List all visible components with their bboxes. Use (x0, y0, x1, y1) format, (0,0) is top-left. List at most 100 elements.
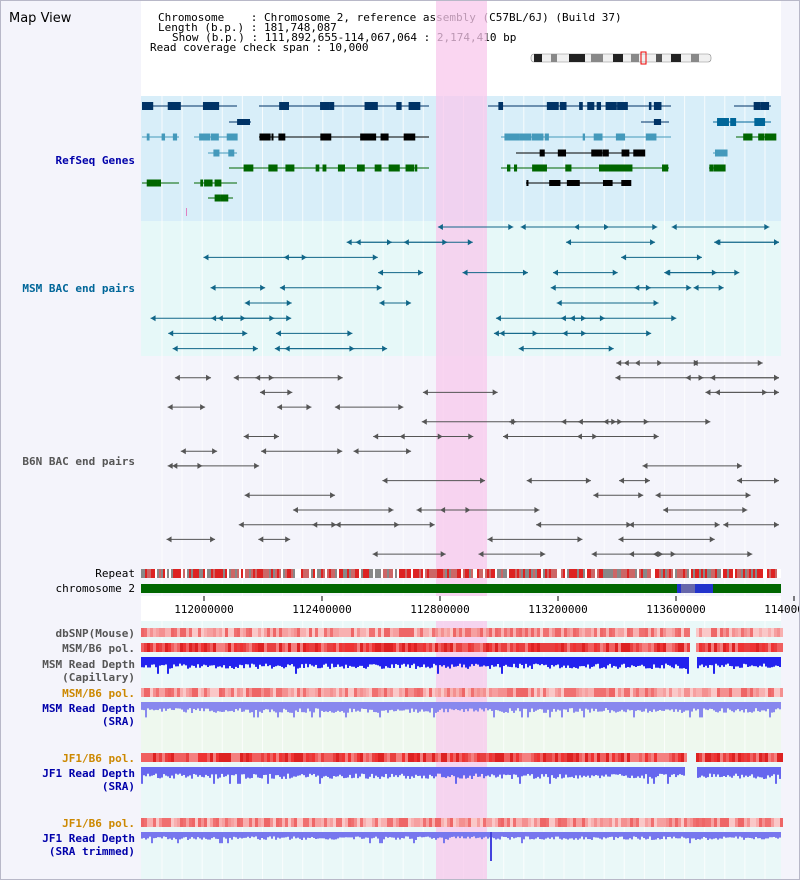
jf1-b6-pol-mark (582, 753, 585, 762)
jf1-depth-trim-bar (303, 832, 305, 838)
msm-b6-pol-sra-mark (774, 688, 777, 697)
msm-depth-cap-bar (167, 657, 169, 674)
jf1-b6-pol-mark (741, 753, 744, 762)
jf1-depth-trim-bar (533, 832, 535, 840)
jf1-depth-sra-bar (375, 767, 377, 776)
msm-depth-cap-bar (553, 657, 555, 667)
jf1-depth-sra-bar (627, 767, 629, 778)
repeat-mark (761, 569, 763, 578)
dbsnp-mark (291, 628, 294, 637)
jf1-b6-pol-mark (159, 753, 162, 762)
msm-depth-cap-bar (607, 657, 609, 666)
b6n-bac-pair-end (705, 389, 711, 396)
msm-depth-sra-bar (611, 702, 613, 711)
msm-b6-pol-mark (762, 643, 765, 652)
jf1-depth-sra-bar (305, 767, 307, 778)
msm-b6-pol-sra-mark (303, 688, 306, 697)
repeat-mark (149, 569, 151, 578)
msm-depth-sra-bar (355, 702, 357, 712)
repeat-mark (243, 569, 245, 578)
dbsnp-mark (276, 628, 279, 637)
jf1-depth-trim-bar (571, 832, 573, 839)
msm-depth-sra-bar (485, 702, 487, 709)
msm-b6-pol-sra-mark (171, 688, 174, 697)
msm-depth-cap-bar (501, 657, 503, 674)
jf1-depth-sra-bar (423, 767, 425, 776)
jf1-depth-trim-bar (703, 832, 705, 837)
msm-depth-cap-bar (435, 657, 437, 666)
jf1-depth-sra-bar (361, 767, 363, 774)
jf1-b6-pol-mark (399, 753, 402, 762)
jf1-b6-pol-mark (615, 753, 618, 762)
jf1-depth-trim-bar (433, 832, 435, 838)
jf1-depth-sra-bar (225, 767, 227, 777)
msm-depth-sra-bar (205, 702, 207, 709)
dbsnp-mark (642, 628, 645, 637)
msm-b6-pol-mark (441, 643, 444, 652)
repeat-mark (693, 569, 695, 578)
msm-depth-cap-bar (683, 657, 685, 669)
jf1-b6-pol-trim-mark (684, 818, 687, 827)
jf1-depth-trim-bar (513, 832, 515, 839)
jf1-depth-trim-bar (341, 832, 343, 838)
msm-depth-cap-bar (293, 657, 295, 667)
msm-depth-cap-bar (649, 657, 651, 669)
jf1-b6-pol-mark (291, 753, 294, 762)
repeat-mark (623, 569, 625, 578)
dbsnp-mark (423, 628, 426, 637)
jf1-b6-pol-mark (303, 753, 306, 762)
msm-b6-pol-mark (315, 643, 318, 652)
repeat-mark (583, 569, 585, 578)
msm-depth-cap-bar (521, 657, 523, 666)
msm-depth-sra-bar (713, 702, 715, 711)
msm-depth-cap-bar (231, 657, 233, 668)
jf1-depth-sra-bar (763, 767, 765, 779)
repeat-mark (629, 569, 631, 578)
msm-depth-sra-bar (589, 702, 591, 713)
jf1-depth-trim-bar (167, 832, 169, 840)
msm-b6-pol-mark (600, 643, 603, 652)
coverage-span-info: Read coverage check span : 10,000 (150, 41, 369, 54)
jf1-b6-pol-trim-mark (753, 818, 756, 827)
gene-exon (364, 102, 373, 110)
jf1-depth-trim-bar (429, 832, 431, 838)
jf1-depth-sra-bar (385, 767, 387, 774)
jf1-b6-pol-trim-mark (720, 818, 723, 827)
msm-b6-pol-mark (267, 643, 270, 652)
msm-depth-sra-bar (147, 702, 149, 709)
msm-b6-pol-mark (642, 643, 645, 652)
jf1-depth-sra-bar (157, 767, 159, 778)
jf1-b6-pol-mark (579, 753, 582, 762)
repeat-mark (633, 569, 635, 578)
msm-b6-pol-sra-mark (675, 688, 678, 697)
gene-exon (758, 133, 765, 141)
msm-depth-sra-bar (679, 702, 681, 710)
jf1-b6-pol-mark (648, 753, 651, 762)
msm-depth-cap-bar (491, 657, 493, 666)
jf1-b6-pol-trim-mark (693, 818, 696, 827)
msm-depth-sra-bar (425, 702, 427, 712)
jf1-b6-pol-mark (222, 753, 225, 762)
b6n-bac-pair-end (509, 418, 515, 425)
msm-bac-pair-end (467, 239, 473, 246)
jf1-b6-pol-mark (477, 753, 480, 762)
msm-depth-cap-bar (429, 657, 431, 669)
msm-depth-sra-bar (493, 702, 495, 718)
jf1-depth-trim-bar (425, 832, 427, 837)
msm-depth-sra-bar (601, 702, 603, 712)
msm-depth-sra-bar (593, 702, 595, 712)
dbsnp-mark (492, 628, 495, 637)
repeat-mark (733, 569, 735, 578)
repeat-mark (725, 569, 727, 578)
jf1-depth-sra-bar (413, 767, 415, 778)
ruler-bg (141, 596, 781, 621)
repeat-mark (527, 569, 529, 578)
jf1-b6-pol-trim-mark (405, 818, 408, 827)
repeat-mark (229, 569, 231, 578)
msm-depth-sra-bar (659, 702, 661, 711)
jf1-b6-pol-trim-mark (321, 818, 324, 827)
jf1-depth-trim-bar (143, 832, 145, 838)
msm-depth-cap-bar (651, 657, 653, 669)
msm-depth-cap-bar (623, 657, 625, 664)
